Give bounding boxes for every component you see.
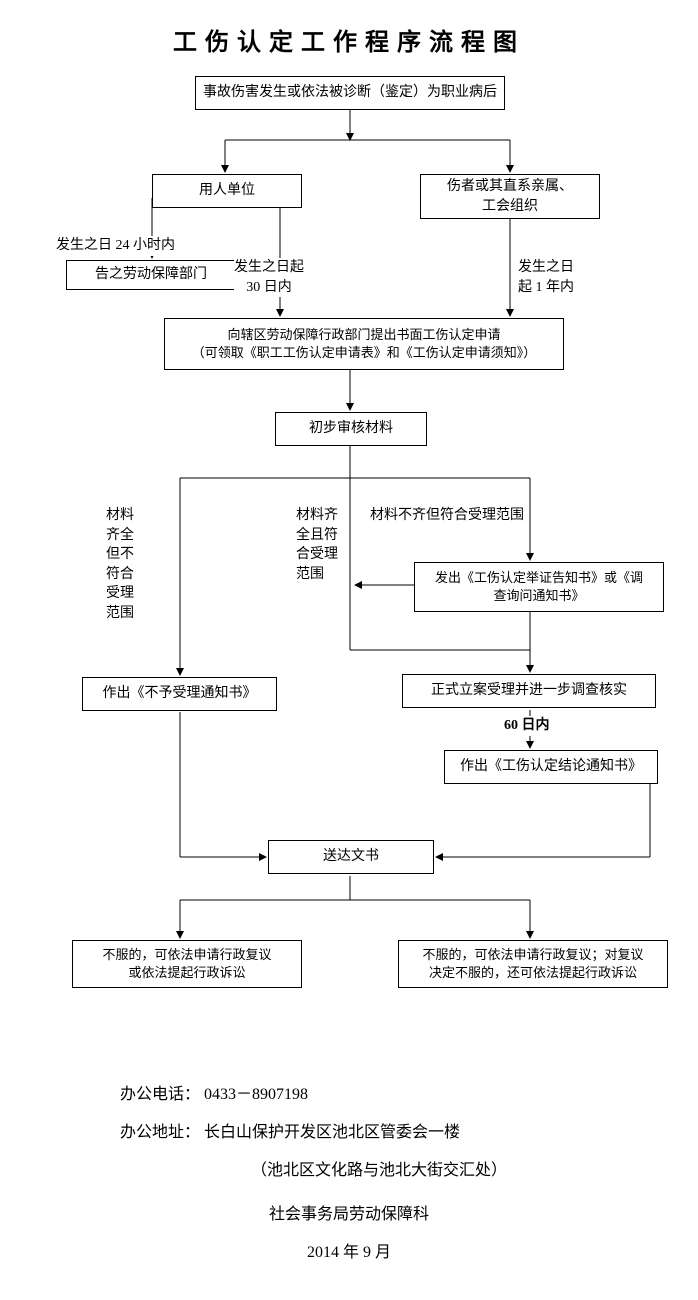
label-60days: 60 日内 <box>504 716 550 736</box>
page-title: 工伤认定工作程序流程图 <box>0 22 698 57</box>
label-24h: 发生之日 24 小时内 <box>56 236 175 256</box>
flowchart-connectors <box>0 0 698 1100</box>
node-victim: 伤者或其直系亲属、 工会组织 <box>420 174 600 219</box>
footer: 办公电话： 0433－8907198 办公地址： 长白山保护开发区池北区管委会一… <box>0 1080 698 1276</box>
node-issue-notice: 发出《工伤认定举证告知书》或《调 查询问通知书》 <box>414 562 664 612</box>
label-complete-in-scope: 材料齐 全且符 合受理 范围 <box>296 506 338 584</box>
node-notify-dept: 告之劳动保障部门 <box>66 260 236 290</box>
node-delivery: 送达文书 <box>268 840 434 874</box>
label-complete-not-scope: 材料 齐全 但不 符合 受理 范围 <box>106 506 134 624</box>
date: 2014 年 9 月 <box>0 1238 698 1262</box>
node-initial-review: 初步审核材料 <box>275 412 427 446</box>
node-formal-accept: 正式立案受理并进一步调查核实 <box>402 674 656 708</box>
label-30days: 发生之日起 30 日内 <box>234 258 304 297</box>
phone-label: 办公电话： <box>120 1086 200 1103</box>
node-conclusion: 作出《工伤认定结论通知书》 <box>444 750 658 784</box>
node-apply: 向辖区劳动保障行政部门提出书面工伤认定申请 （可领取《职工工伤认定申请表》和《工… <box>164 318 564 370</box>
address-value: 长白山保护开发区池北区管委会一楼 <box>204 1124 460 1141</box>
node-appeal-right: 不服的，可依法申请行政复议；对复议 决定不服的，还可依法提起行政诉讼 <box>398 940 668 988</box>
node-appeal-left: 不服的，可依法申请行政复议 或依法提起行政诉讼 <box>72 940 302 988</box>
node-employer: 用人单位 <box>152 174 302 208</box>
dept: 社会事务局劳动保障科 <box>0 1200 698 1224</box>
address-label: 办公地址： <box>120 1124 200 1141</box>
phone-value: 0433－8907198 <box>204 1086 308 1103</box>
node-start: 事故伤害发生或依法被诊断（鉴定）为职业病后 <box>195 76 505 110</box>
label-1year: 发生之日 起 1 年内 <box>518 258 574 297</box>
address-sub: （池北区文化路与池北大街交汇处） <box>0 1156 698 1180</box>
label-incomplete-in-scope: 材料不齐但符合受理范围 <box>370 506 524 526</box>
node-refusal: 作出《不予受理通知书》 <box>82 677 277 711</box>
